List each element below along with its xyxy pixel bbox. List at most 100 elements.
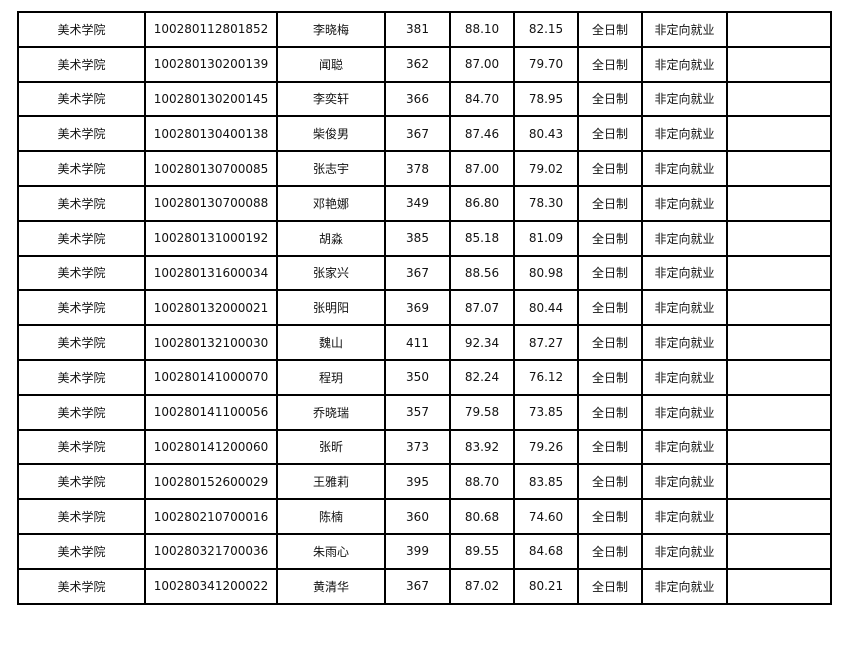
remarks-cell [726, 45, 832, 83]
remarks-cell [726, 393, 832, 431]
total-score-cell: 360 [384, 498, 451, 535]
candidate-id-cell: 100280341200022 [144, 567, 278, 605]
employment-type-cell: 非定向就业 [641, 324, 728, 361]
retest-score-cell: 88.10 [449, 11, 515, 48]
study-mode-cell: 全日制 [577, 393, 643, 431]
name-cell: 乔晓瑞 [276, 393, 386, 431]
retest-score-cell: 86.80 [449, 184, 515, 222]
study-mode-cell: 全日制 [577, 254, 643, 292]
candidate-id-cell: 100280141200060 [144, 428, 278, 466]
remarks-cell [726, 324, 832, 361]
name-cell: 黄清华 [276, 567, 386, 605]
employment-type-cell: 非定向就业 [641, 428, 728, 466]
final-score-cell: 82.15 [513, 11, 579, 48]
college-cell: 美术学院 [17, 393, 146, 431]
final-score-cell: 79.70 [513, 45, 579, 83]
study-mode-cell: 全日制 [577, 150, 643, 187]
retest-score-cell: 84.70 [449, 80, 515, 118]
college-cell: 美术学院 [17, 45, 146, 83]
retest-score-cell: 79.58 [449, 393, 515, 431]
retest-score-cell: 88.56 [449, 254, 515, 292]
total-score-cell: 381 [384, 11, 451, 48]
retest-score-cell: 87.46 [449, 115, 515, 153]
name-cell: 张志宇 [276, 150, 386, 187]
admission-list-table: 美术学院 100280112801852 李晓梅 381 88.10 82.15 全日制 非定… [17, 11, 832, 605]
candidate-id-cell: 100280130700085 [144, 150, 278, 187]
table-row: 美术学院 100280152600029 王雅莉 395 88.70 83.85 全日制 非定… [17, 463, 832, 501]
table-row: 美术学院 100280141000070 程玥 350 82.24 76.12 全日制 非定向… [17, 358, 832, 396]
study-mode-cell: 全日制 [577, 463, 643, 501]
remarks-cell [726, 219, 832, 257]
table-row: 美术学院 100280130200145 李奕轩 366 84.70 78.95 全日制 非定… [17, 80, 832, 118]
employment-type-cell: 非定向就业 [641, 289, 728, 327]
total-score-cell: 362 [384, 45, 451, 83]
study-mode-cell: 全日制 [577, 115, 643, 153]
remarks-cell [726, 254, 832, 292]
employment-type-cell: 非定向就业 [641, 567, 728, 605]
final-score-cell: 83.85 [513, 463, 579, 501]
study-mode-cell: 全日制 [577, 219, 643, 257]
employment-type-cell: 非定向就业 [641, 11, 728, 48]
candidate-id-cell: 100280131600034 [144, 254, 278, 292]
name-cell: 朱雨心 [276, 532, 386, 570]
study-mode-cell: 全日制 [577, 498, 643, 535]
final-score-cell: 80.44 [513, 289, 579, 327]
final-score-cell: 80.21 [513, 567, 579, 605]
total-score-cell: 395 [384, 463, 451, 501]
retest-score-cell: 88.70 [449, 463, 515, 501]
total-score-cell: 373 [384, 428, 451, 466]
employment-type-cell: 非定向就业 [641, 80, 728, 118]
total-score-cell: 350 [384, 358, 451, 396]
employment-type-cell: 非定向就业 [641, 532, 728, 570]
total-score-cell: 367 [384, 115, 451, 153]
total-score-cell: 367 [384, 567, 451, 605]
candidate-id-cell: 100280131000192 [144, 219, 278, 257]
remarks-cell [726, 115, 832, 153]
name-cell: 柴俊男 [276, 115, 386, 153]
table-row: 美术学院 100280130700085 张志宇 378 87.00 79.02 全日制 非定… [17, 150, 832, 187]
study-mode-cell: 全日制 [577, 289, 643, 327]
retest-score-cell: 92.34 [449, 324, 515, 361]
retest-score-cell: 87.00 [449, 45, 515, 83]
retest-score-cell: 80.68 [449, 498, 515, 535]
table-row: 美术学院 100280130700088 邓艳娜 349 86.80 78.30 全日制 非定… [17, 184, 832, 222]
employment-type-cell: 非定向就业 [641, 45, 728, 83]
candidate-id-cell: 100280210700016 [144, 498, 278, 535]
name-cell: 王雅莉 [276, 463, 386, 501]
candidate-id-cell: 100280130200145 [144, 80, 278, 118]
study-mode-cell: 全日制 [577, 184, 643, 222]
name-cell: 张昕 [276, 428, 386, 466]
final-score-cell: 74.60 [513, 498, 579, 535]
remarks-cell [726, 498, 832, 535]
name-cell: 张明阳 [276, 289, 386, 327]
name-cell: 陈楠 [276, 498, 386, 535]
employment-type-cell: 非定向就业 [641, 463, 728, 501]
table-row: 美术学院 100280141200060 张昕 373 83.92 79.26 全日制 非定向… [17, 428, 832, 466]
final-score-cell: 76.12 [513, 358, 579, 396]
candidate-id-cell: 100280130700088 [144, 184, 278, 222]
employment-type-cell: 非定向就业 [641, 498, 728, 535]
college-cell: 美术学院 [17, 254, 146, 292]
candidate-id-cell: 100280141100056 [144, 393, 278, 431]
final-score-cell: 80.98 [513, 254, 579, 292]
candidate-id-cell: 100280152600029 [144, 463, 278, 501]
study-mode-cell: 全日制 [577, 11, 643, 48]
college-cell: 美术学院 [17, 115, 146, 153]
employment-type-cell: 非定向就业 [641, 184, 728, 222]
study-mode-cell: 全日制 [577, 358, 643, 396]
remarks-cell [726, 358, 832, 396]
total-score-cell: 369 [384, 289, 451, 327]
remarks-cell [726, 80, 832, 118]
employment-type-cell: 非定向就业 [641, 150, 728, 187]
college-cell: 美术学院 [17, 11, 146, 48]
name-cell: 胡淼 [276, 219, 386, 257]
college-cell: 美术学院 [17, 219, 146, 257]
employment-type-cell: 非定向就业 [641, 254, 728, 292]
remarks-cell [726, 532, 832, 570]
table-row: 美术学院 100280321700036 朱雨心 399 89.55 84.68 全日制 非定… [17, 532, 832, 570]
remarks-cell [726, 428, 832, 466]
table-row: 美术学院 100280130200139 闻聪 362 87.00 79.70 全日制 非定向… [17, 45, 832, 83]
total-score-cell: 411 [384, 324, 451, 361]
candidate-id-cell: 100280321700036 [144, 532, 278, 570]
final-score-cell: 80.43 [513, 115, 579, 153]
